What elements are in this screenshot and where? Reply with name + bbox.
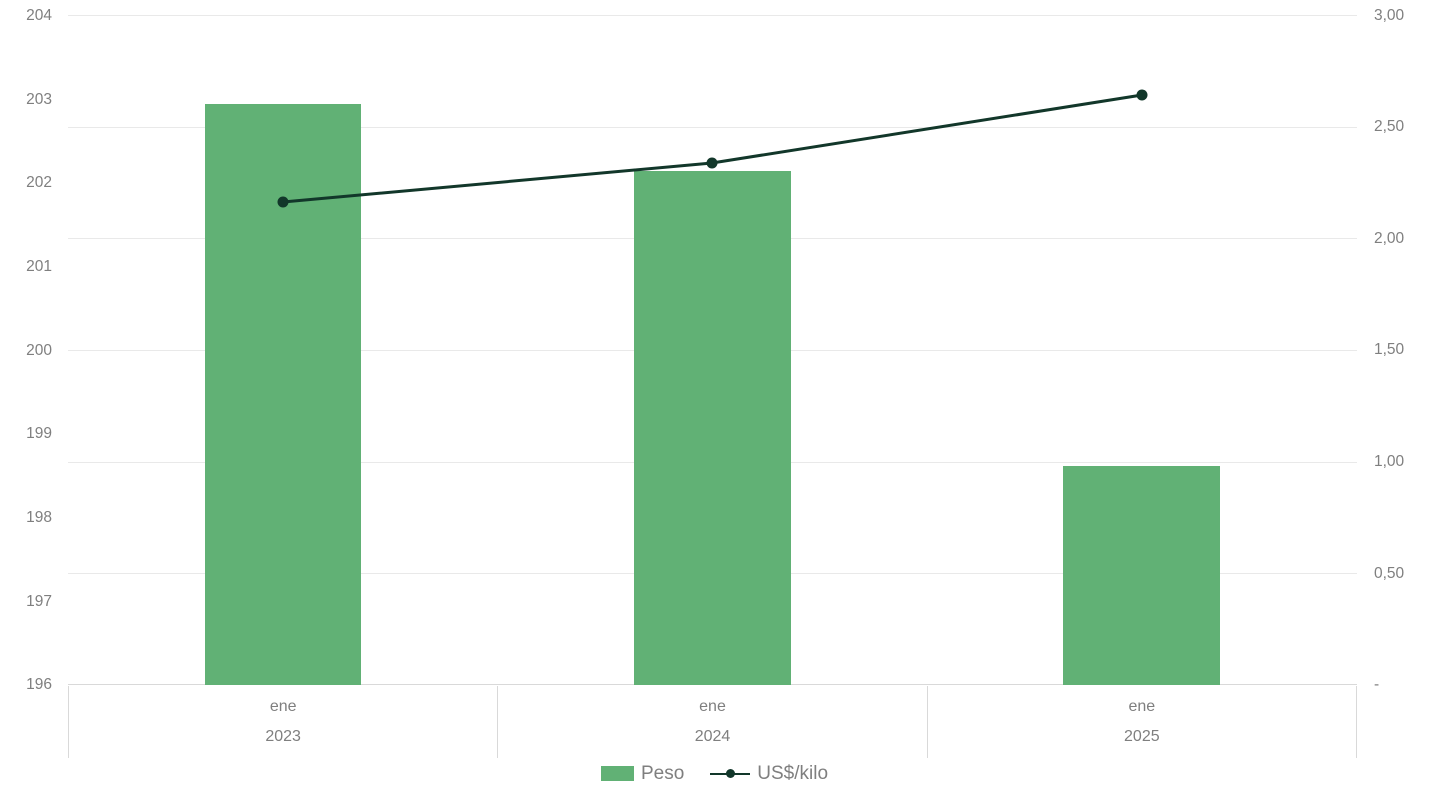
y-axis-left-tick: 201 (26, 258, 52, 275)
y-axis-left-tick: 200 (26, 342, 52, 359)
x-axis-categories: ene 2023 ene 2024 ene 2025 (68, 686, 1357, 758)
x-axis-year-label: 2025 (1124, 728, 1160, 745)
y-axis-right-tick: 1,50 (1374, 341, 1405, 358)
line-marker-icon (710, 767, 751, 781)
y-axis-right-tick: 3,00 (1374, 7, 1405, 24)
line-marker-2024[interactable] (706, 157, 718, 169)
legend-item-peso[interactable]: Peso (600, 763, 685, 784)
y-axis-right-tick: - (1374, 676, 1380, 693)
legend-label: Peso (640, 763, 685, 784)
y-axis-left-tick: 196 (26, 676, 52, 693)
y-axis-right-tick: 2,00 (1374, 230, 1405, 247)
line-marker-2025[interactable] (1136, 89, 1148, 101)
x-axis-month-label: ene (1128, 698, 1156, 715)
y-axis-left-tick: 204 (26, 7, 52, 24)
y-axis-right-tick: 2,50 (1374, 118, 1405, 135)
x-axis-month-label: ene (269, 698, 297, 715)
x-axis-month-label: ene (699, 698, 726, 715)
bar-peso-2025[interactable] (1063, 466, 1220, 685)
legend-label: US$/kilo (757, 763, 829, 784)
line-path (281, 93, 1144, 204)
y-axis-left-tick: 199 (26, 425, 52, 442)
x-axis-year-label: 2023 (265, 728, 301, 745)
square-swatch-icon (600, 766, 634, 781)
line-marker-2023[interactable] (277, 196, 289, 208)
x-axis-category-2024: ene 2024 (497, 686, 926, 758)
x-axis-year-label: 2024 (694, 728, 731, 745)
y-axis-right-tick: 1,00 (1374, 453, 1405, 470)
y-axis-left-tick: 203 (26, 91, 52, 108)
gridline (68, 15, 1357, 16)
line-series-usd-per-kilo (277, 89, 1148, 208)
y-axis-left-tick: 202 (26, 174, 52, 191)
plot-area (68, 15, 1357, 685)
y-axis-left-tick: 198 (26, 509, 52, 526)
x-axis-category-2023: ene 2023 (69, 686, 497, 758)
bar-peso-2024[interactable] (634, 171, 791, 685)
y-axis-right-tick: 0,50 (1374, 565, 1405, 582)
chart-legend: Peso US$/kilo (0, 764, 1429, 783)
gridline (68, 127, 1357, 128)
legend-item-usd-per-kilo[interactable]: US$/kilo (710, 764, 828, 783)
y-axis-left-tick: 197 (26, 593, 52, 610)
x-axis-category-2025: ene 2025 (926, 686, 1356, 758)
